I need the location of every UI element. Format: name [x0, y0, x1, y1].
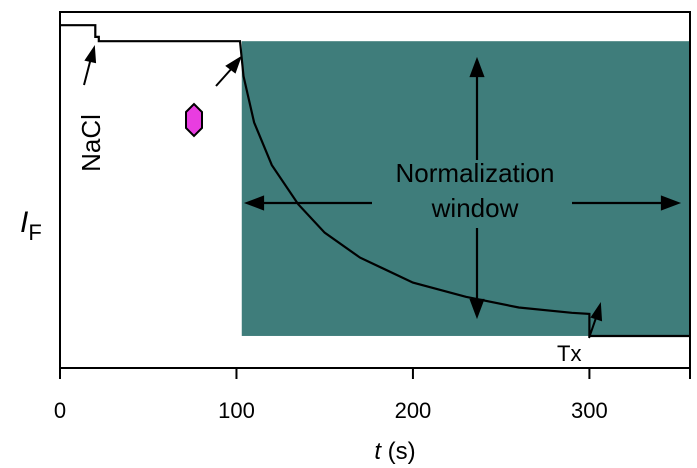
y-axis-label: IF — [20, 206, 42, 245]
normalization-window — [241, 41, 690, 336]
window-label-line1: Normalization — [396, 158, 555, 188]
hexagon-icon — [185, 102, 203, 138]
arrowhead-up — [469, 56, 485, 78]
tx-label: Tx — [557, 341, 581, 366]
arrowhead-right — [660, 195, 682, 211]
window-arrows — [243, 56, 682, 320]
inhibitor-arrow — [215, 55, 242, 87]
x-tick-label: 200 — [395, 398, 432, 423]
arrowhead-left — [243, 195, 265, 211]
x-tick-label: 0 — [54, 398, 66, 423]
nacl-label: NaCl — [76, 114, 106, 172]
window-label-line2: window — [431, 193, 519, 223]
plot-frame — [59, 11, 691, 369]
x-axis-label: t (s) — [374, 438, 415, 465]
intensity-trace — [60, 24, 690, 338]
arrowhead-down — [469, 298, 485, 320]
nacl-arrow — [83, 45, 97, 86]
tx-arrow — [588, 301, 603, 339]
x-tick-label: 300 — [571, 398, 608, 423]
x-axis-ticks: 0 100 200 300 — [54, 368, 691, 423]
x-tick-label: 100 — [218, 398, 255, 423]
